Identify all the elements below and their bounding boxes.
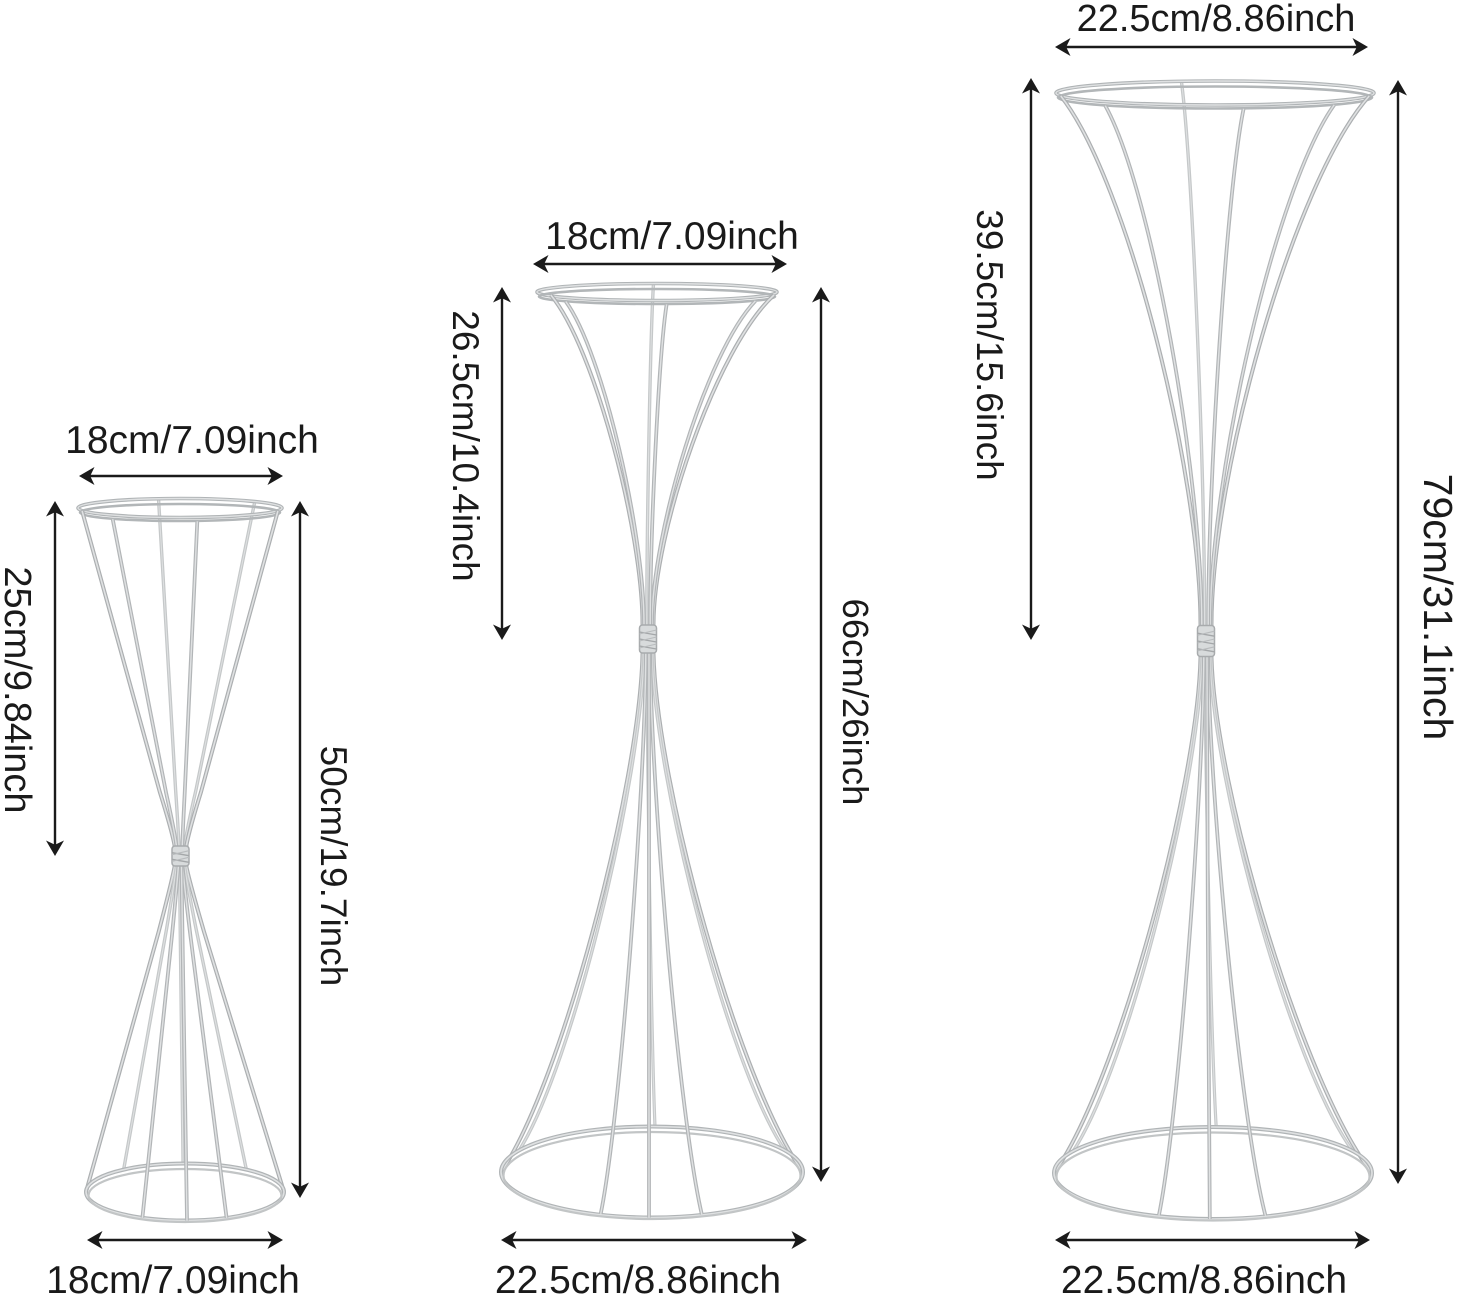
- svg-text:79cm/31.1inch: 79cm/31.1inch: [1415, 474, 1457, 741]
- svg-text:22.5cm/8.86inch: 22.5cm/8.86inch: [495, 1259, 781, 1301]
- svg-text:25cm/9.84inch: 25cm/9.84inch: [0, 566, 38, 813]
- svg-text:18cm/7.09inch: 18cm/7.09inch: [46, 1259, 300, 1301]
- svg-text:22.5cm/8.86inch: 22.5cm/8.86inch: [1077, 0, 1356, 40]
- svg-text:39.5cm/15.6inch: 39.5cm/15.6inch: [969, 209, 1010, 481]
- svg-text:66cm/26inch: 66cm/26inch: [835, 599, 876, 806]
- svg-text:22.5cm/8.86inch: 22.5cm/8.86inch: [1061, 1259, 1347, 1301]
- svg-text:26.5cm/10.4inch: 26.5cm/10.4inch: [445, 310, 486, 582]
- svg-text:18cm/7.09inch: 18cm/7.09inch: [65, 419, 319, 462]
- svg-text:18cm/7.09inch: 18cm/7.09inch: [545, 215, 799, 258]
- svg-text:50cm/19.7inch: 50cm/19.7inch: [313, 746, 354, 987]
